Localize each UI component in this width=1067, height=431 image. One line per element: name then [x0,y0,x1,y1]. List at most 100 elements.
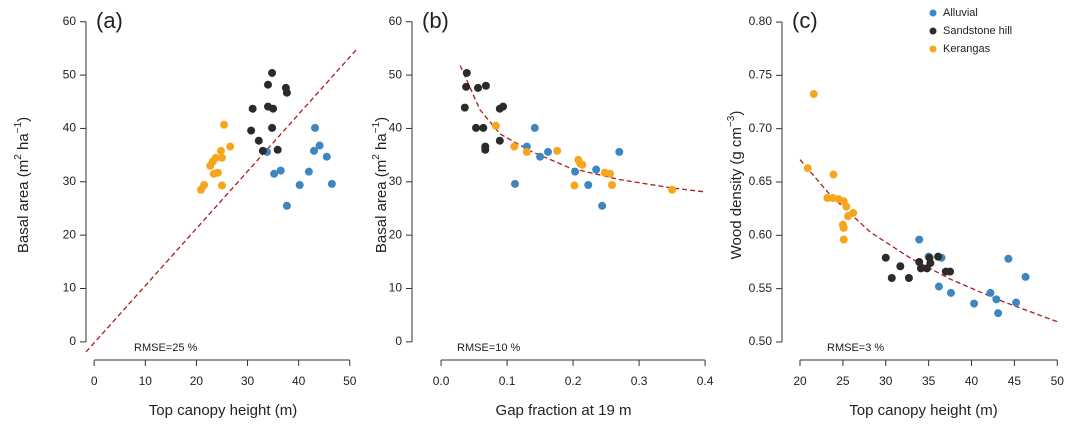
fit-line [85,47,359,353]
point [839,223,848,232]
y-tick-label: 0.55 [749,281,773,295]
point [925,253,934,262]
point [273,145,282,154]
point [217,153,226,162]
point [322,152,331,161]
point [315,141,324,150]
point [481,142,490,151]
point [269,104,278,113]
y-axis-label: Basal area (m2 ha−1) [371,117,390,253]
point [608,181,617,189]
point [276,166,285,175]
panel-label: (a) [96,8,123,33]
annotation: RMSE=25 % [134,342,197,354]
point [809,90,818,99]
point [216,146,225,155]
fit-line [459,65,706,193]
point [522,147,531,156]
annotation: RMSE=10 % [457,342,520,354]
point [248,104,257,113]
x-tick-label: 0.4 [697,374,714,388]
point [553,146,562,155]
point [499,102,508,111]
point [1012,298,1021,307]
x-tick-label: 0.2 [565,374,582,388]
point [946,288,955,297]
point [311,123,320,132]
point [803,164,812,173]
y-axis-label-sup: 2 [371,154,382,160]
x-tick-label: 20 [190,374,204,388]
x-tick-label: 50 [343,374,357,388]
point [327,179,336,188]
point [209,169,218,178]
x-tick-label: 50 [1051,374,1065,388]
y-tick-label: 50 [63,67,77,81]
point [304,167,313,176]
point [946,267,955,276]
y-tick-label: 10 [63,281,77,295]
y-tick-label: 60 [389,14,403,28]
point [904,273,913,282]
point [254,136,263,145]
point [828,194,837,203]
y-axis-label-part: ha [15,133,32,155]
point [992,295,1001,304]
legend-marker [929,27,937,35]
point [510,142,519,151]
y-tick-label: 0 [69,334,76,348]
legend-label: Sandstone hill [943,25,1012,37]
point [606,169,615,178]
y-tick-label: 0.60 [749,228,773,242]
annotation: RMSE=3 % [827,342,884,354]
x-tick-label: 35 [922,374,936,388]
y-axis-label-part: Wood density (g cm [728,127,745,259]
point [615,147,624,156]
x-tick-label: 0.0 [433,374,450,388]
x-tick-label: 25 [836,374,850,388]
y-tick-label: 50 [389,67,403,81]
y-axis-label-part: ) [728,111,745,116]
point [592,165,601,174]
y-axis-label-sup: −3 [726,115,737,127]
fit-line [799,159,1058,323]
point [896,262,905,271]
y-axis-label-part: ) [373,117,390,122]
point [934,252,943,261]
point [495,136,504,145]
point [268,123,277,132]
point [1021,272,1030,281]
y-tick-label: 0.65 [749,174,773,188]
x-axis-label: Top canopy height (m) [149,402,297,419]
y-axis-label-sup: −1 [371,121,382,133]
point [543,147,552,156]
x-tick-label: 40 [292,374,306,388]
point [211,153,220,162]
point [295,181,304,189]
x-tick-label: 30 [879,374,893,388]
y-axis-label-part: Basal area (m [373,160,390,253]
x-tick-label: 10 [139,374,153,388]
y-tick-label: 30 [389,174,403,188]
y-axis-label: Basal area (m2 ha−1) [13,117,32,253]
point [268,68,277,77]
point [829,170,838,179]
point [994,309,1003,318]
point [247,126,256,135]
point [842,202,851,211]
x-axis-label: Gap fraction at 19 m [496,402,632,419]
point [220,120,229,129]
point [536,152,545,161]
x-tick-label: 0 [91,374,98,388]
y-axis-label-part: Basal area (m [15,160,32,253]
point [263,80,272,89]
point [668,185,677,194]
y-tick-label: 40 [63,121,77,135]
y-axis-label-sup: 2 [13,154,24,160]
y-tick-label: 0.80 [749,14,773,28]
x-tick-label: 20 [793,374,807,388]
point [970,299,979,308]
y-tick-label: 0.75 [749,68,773,82]
y-tick-label: 0 [395,334,402,348]
